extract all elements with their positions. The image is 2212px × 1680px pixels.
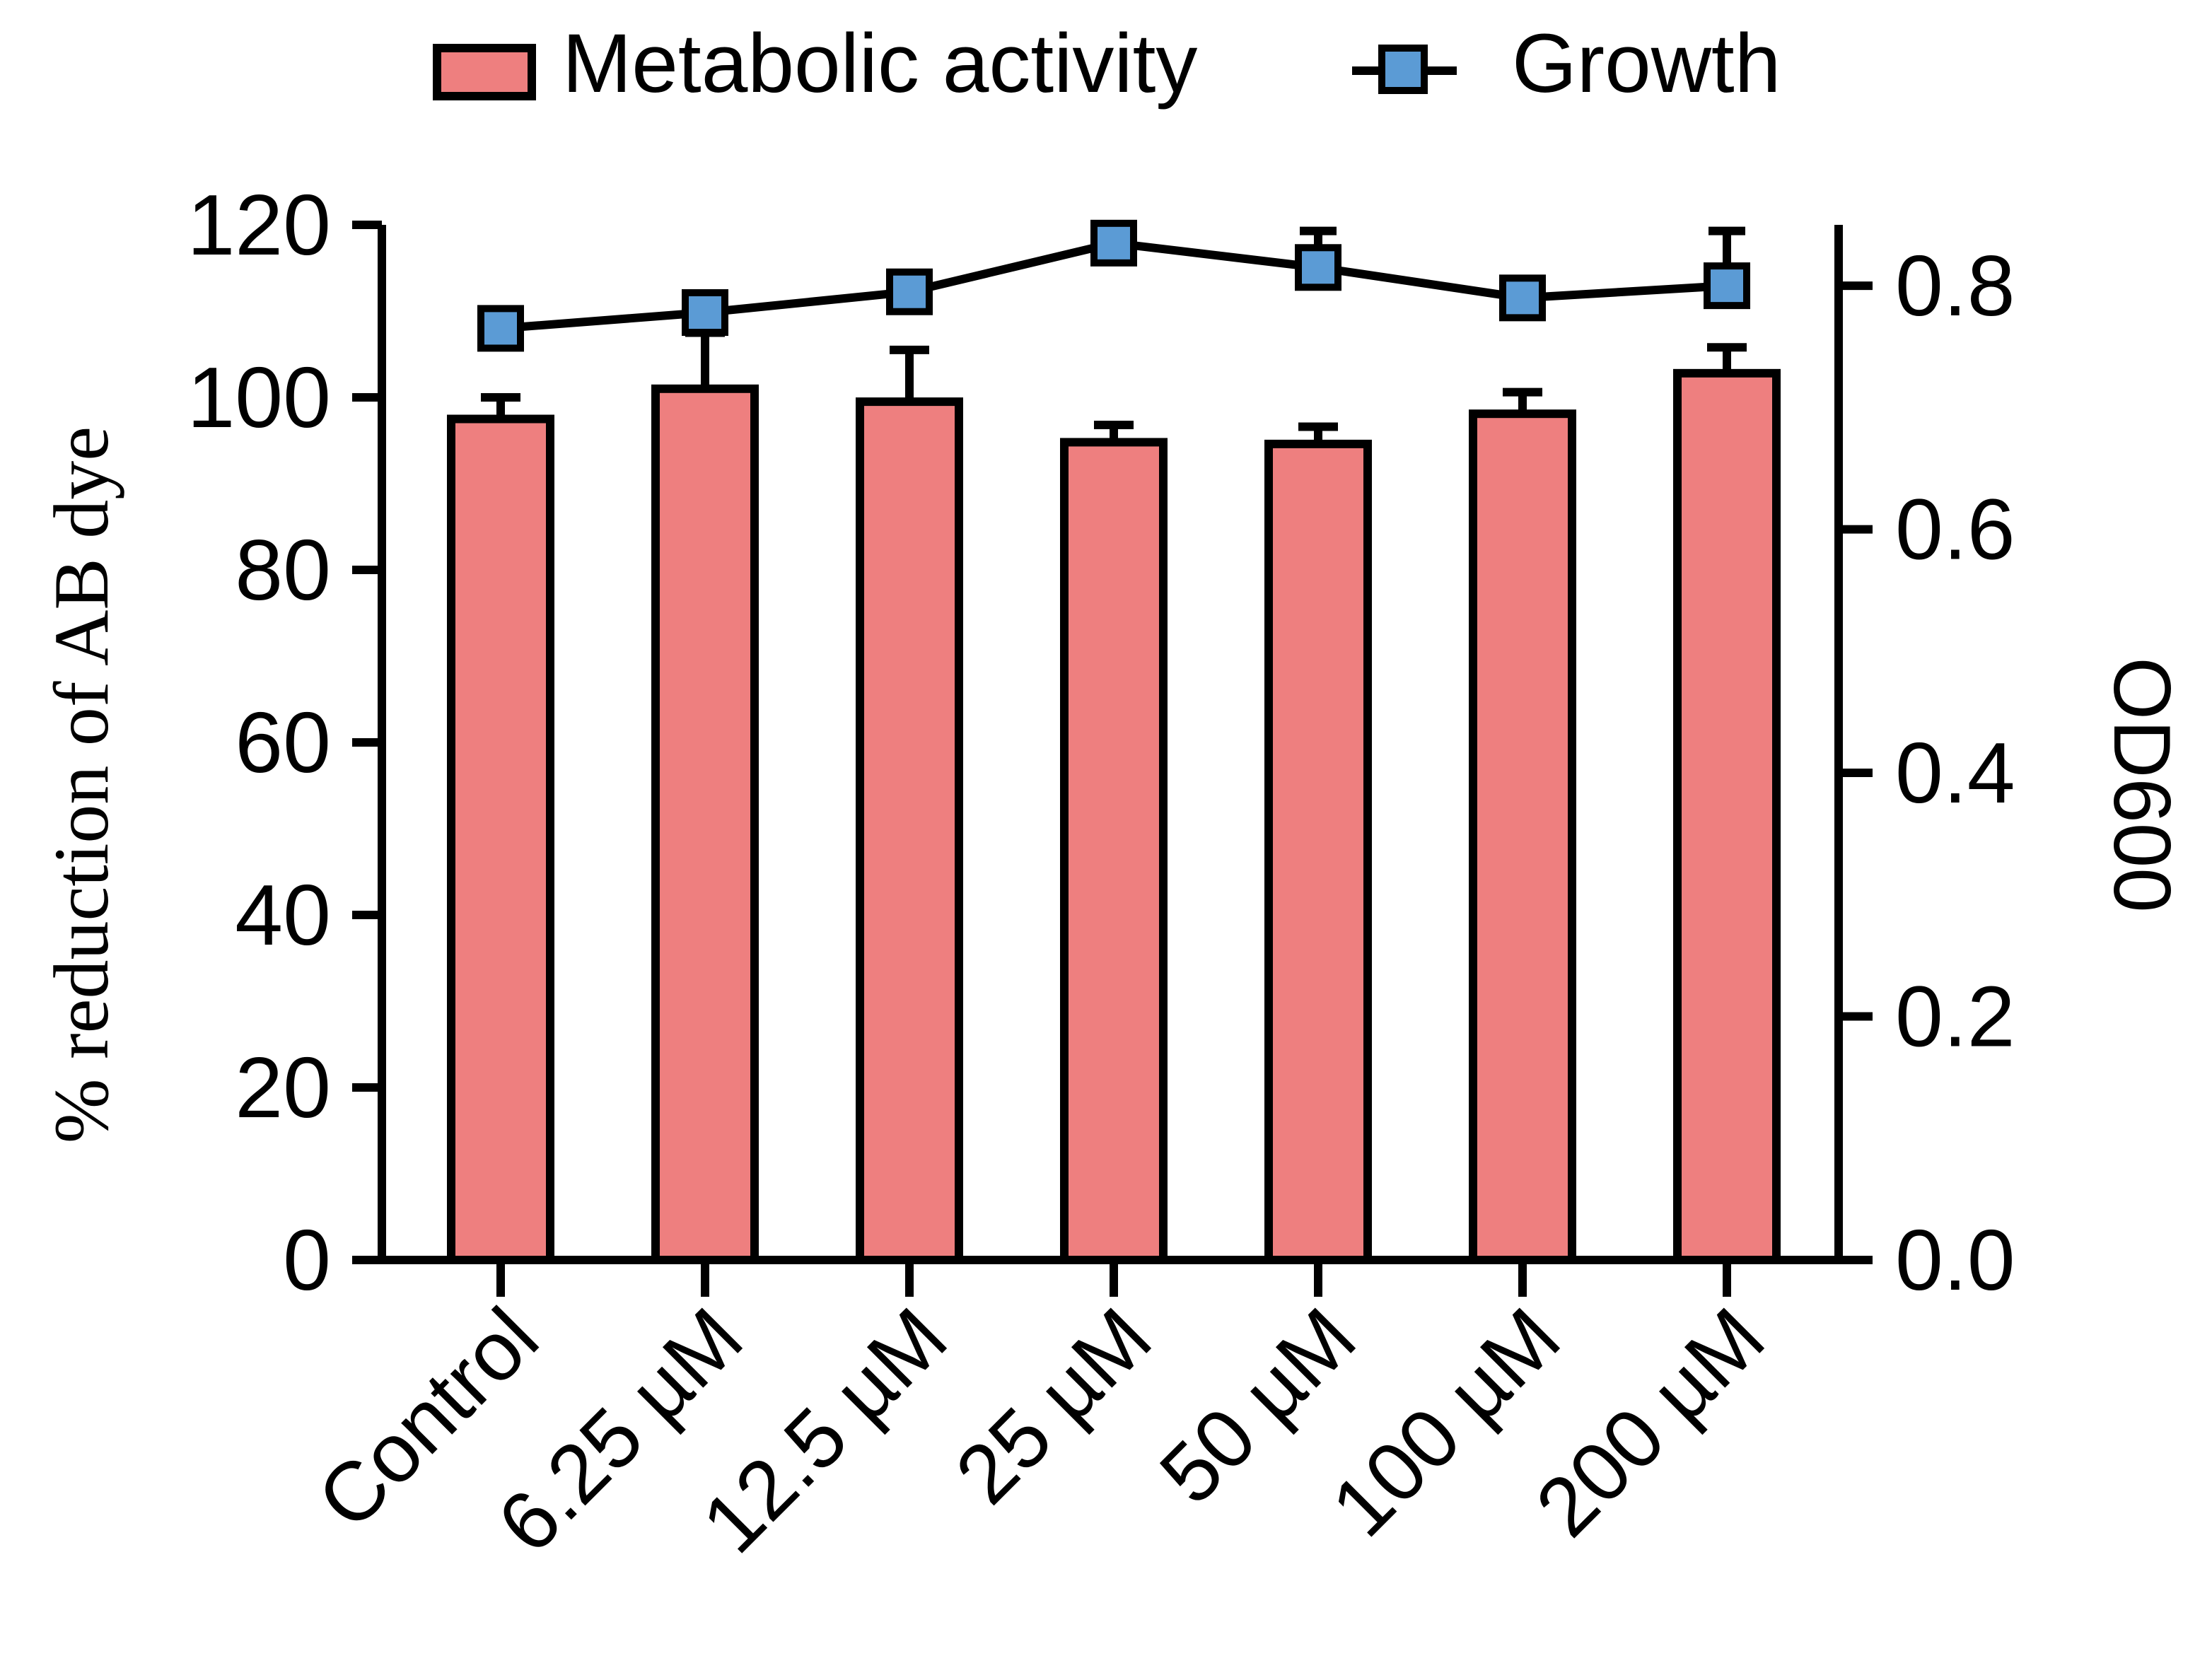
- y2-tick-label-0.8: 0.8: [1895, 238, 2015, 334]
- y-tick-label-0: 0: [283, 1212, 331, 1308]
- x-tick-label-6: 200 µM: [1518, 1290, 1782, 1554]
- bar-2: [856, 397, 963, 1264]
- growth-point-1: [682, 289, 728, 337]
- x-tick-label-3: 25 µM: [938, 1290, 1169, 1522]
- legend-marker-growth: [1378, 45, 1428, 94]
- growth-point-4: [1295, 244, 1341, 291]
- growth-point-5: [1499, 274, 1546, 322]
- y-tick-label-40: 40: [235, 867, 331, 963]
- legend-label-metabolic-activity: Metabolic activity: [562, 17, 1197, 110]
- y2-tick-label-0.4: 0.4: [1895, 725, 2015, 821]
- bar-1: [651, 384, 759, 1264]
- y2-tick-label-0.0: 0.0: [1895, 1212, 2015, 1308]
- y-tick-label-100: 100: [187, 349, 331, 445]
- growth-point-3: [1090, 219, 1137, 267]
- y-tick-label-20: 20: [235, 1039, 331, 1136]
- y-tick-label-80: 80: [235, 522, 331, 618]
- growth-point-0: [477, 305, 524, 352]
- bar-6: [1673, 368, 1781, 1265]
- legend-swatch-metabolic-activity: [433, 44, 536, 100]
- x-tick-label-5: 100 µM: [1314, 1290, 1578, 1554]
- y-tick-label-60: 60: [235, 694, 331, 791]
- y2-axis-title: OD600: [2097, 657, 2187, 912]
- plot-area: 0204060801001200.00.20.40.60.8Control6.2…: [187, 177, 2015, 1571]
- legend-label-growth: Growth: [1512, 17, 1781, 110]
- growth-point-2: [886, 268, 933, 315]
- bar-5: [1469, 409, 1576, 1264]
- legend: Metabolic activity Growth: [433, 17, 1781, 110]
- bar-3: [1060, 438, 1168, 1265]
- bar-4: [1264, 439, 1372, 1264]
- y2-tick-label-0.2: 0.2: [1895, 969, 2015, 1065]
- y2-tick-label-0.6: 0.6: [1895, 482, 2015, 578]
- growth-point-6: [1704, 262, 1750, 310]
- y-axis-title: % reduction of AB dye: [38, 426, 124, 1143]
- y-tick-label-120: 120: [187, 177, 331, 273]
- bar-0: [447, 414, 554, 1264]
